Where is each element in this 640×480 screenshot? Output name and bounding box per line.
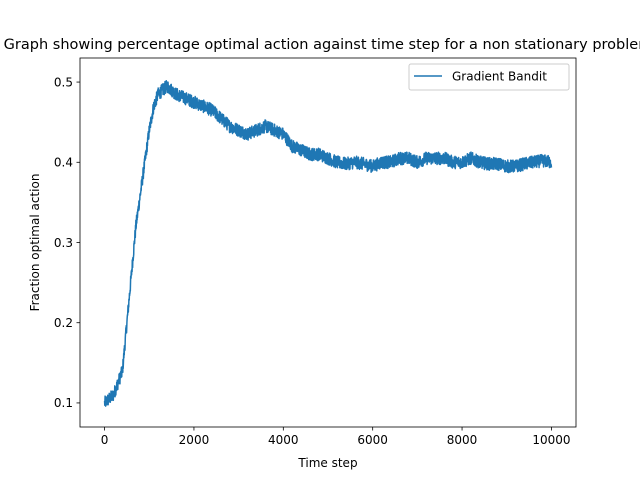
chart-title: Graph showing percentage optimal action … <box>4 37 640 53</box>
x-axis: 0 2000 4000 6000 8000 10000 <box>101 427 571 447</box>
legend-box <box>408 63 570 91</box>
y-tick-label: 0.3 <box>54 236 73 250</box>
x-tick-label: 0 <box>101 433 109 447</box>
x-tick-label: 4000 <box>268 433 299 447</box>
x-tick-label: 10000 <box>532 433 570 447</box>
series-line-gradient-bandit <box>103 79 553 407</box>
y-tick-label: 0.5 <box>54 75 73 89</box>
y-tick-label: 0.2 <box>54 316 73 330</box>
legend-label-gradient-bandit: Gradient Bandit <box>452 70 547 84</box>
x-tick-label: 2000 <box>179 433 210 447</box>
series-layer <box>103 79 553 407</box>
y-tick-label: 0.4 <box>54 156 73 170</box>
y-axis: 0.1 0.2 0.3 0.4 0.5 <box>54 75 80 410</box>
x-tick-label: 6000 <box>357 433 388 447</box>
x-axis-label: Time step <box>297 456 357 470</box>
y-axis-label: Fraction optimal action <box>28 174 42 312</box>
x-tick-label: 8000 <box>447 433 478 447</box>
legend: Gradient Bandit <box>408 63 570 91</box>
y-tick-label: 0.1 <box>54 396 73 410</box>
